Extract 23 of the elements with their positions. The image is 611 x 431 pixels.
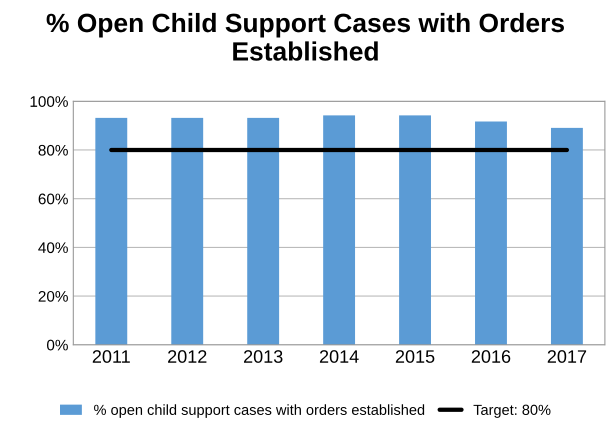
- y-tick-label: 40%: [38, 242, 68, 254]
- bar: [95, 118, 128, 345]
- x-tick-label: 2011: [92, 350, 130, 363]
- bar: [171, 118, 204, 345]
- legend-label: Target: 80%: [474, 404, 550, 418]
- x-tick-label: 2016: [472, 350, 510, 363]
- y-tick-label: 20%: [38, 290, 68, 302]
- x-tick-label: 2013: [244, 350, 282, 363]
- bar: [399, 115, 431, 345]
- bar: [323, 115, 356, 345]
- x-tick-label: 2012: [168, 350, 206, 363]
- legend-label: % open child support cases with orders established: [94, 404, 424, 418]
- y-tick-label: 60%: [38, 194, 68, 204]
- chart-title: % Open Child Support Cases with Orders Established: [46, 12, 564, 61]
- y-tick-label: 80%: [38, 144, 68, 156]
- y-tick-label: 0%: [46, 340, 68, 350]
- x-tick-label: 2014: [320, 350, 359, 363]
- y-tick-label: 100%: [30, 96, 68, 107]
- x-tick-label: 2015: [396, 350, 434, 363]
- bar: [550, 128, 583, 345]
- x-tick-label: 2017: [548, 350, 586, 363]
- bar: [475, 121, 507, 345]
- bar: [247, 118, 280, 345]
